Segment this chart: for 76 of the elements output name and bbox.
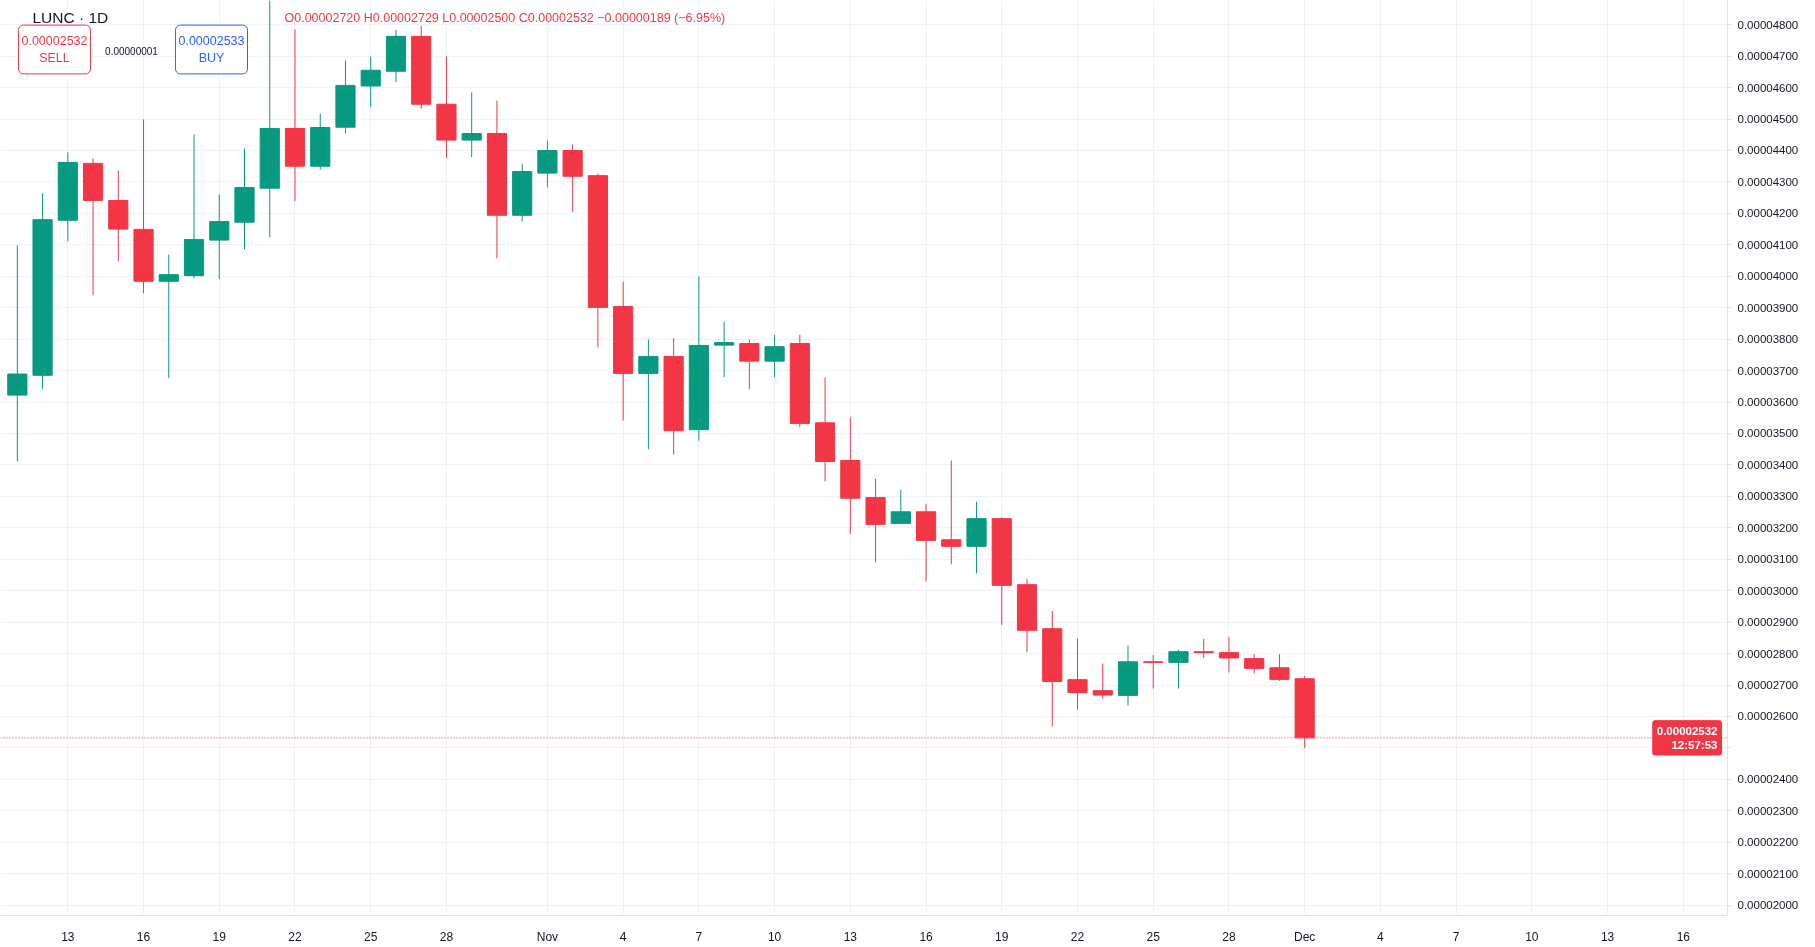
- y-tick-label: 0.00003300: [1737, 490, 1799, 503]
- y-tick-label: 0.00002700: [1737, 679, 1799, 692]
- y-tick-label: 0.00002200: [1737, 836, 1799, 849]
- x-tick-label: 28: [439, 929, 454, 944]
- annotation: 0.00000001: [105, 45, 159, 57]
- y-tick-label: 0.00002000: [1737, 899, 1799, 912]
- x-tick-label: 16: [136, 929, 151, 944]
- x-tick-label: 16: [919, 929, 934, 944]
- x-tick-label: 22: [1070, 929, 1085, 944]
- x-tick-label: 19: [212, 929, 227, 944]
- candlestick: [1168, 649, 1189, 689]
- candlestick: [1092, 663, 1113, 700]
- y-tick-label: 0.00004400: [1737, 144, 1799, 157]
- y-tick-label: 0.00003100: [1737, 553, 1799, 566]
- y-tick-label: 0.00003200: [1737, 521, 1799, 534]
- y-tick-label: 0.00004200: [1737, 207, 1799, 220]
- y-tick-label: 0.00004100: [1737, 238, 1799, 251]
- y-tick-label: 0.00003000: [1737, 584, 1799, 597]
- candlestick: [764, 334, 785, 378]
- candlestick: [7, 244, 28, 462]
- y-tick-label: 0.00004300: [1737, 175, 1799, 188]
- candlestick: [714, 321, 735, 378]
- y-tick-label: 0.00003900: [1737, 301, 1799, 314]
- annotation: 0.00002533 BUY: [178, 34, 245, 65]
- candlestick: [890, 489, 911, 525]
- y-tick-label: 0.00002600: [1737, 710, 1799, 723]
- y-tick-label: 0.00002800: [1737, 647, 1799, 660]
- candlestick: [638, 338, 659, 450]
- x-tick-label: 25: [364, 929, 378, 944]
- x-tick-label: 25: [1146, 929, 1161, 944]
- x-tick-label: 22: [288, 929, 302, 944]
- candlestick: [739, 339, 760, 390]
- candlestick: [360, 55, 381, 108]
- y-tick-label: 0.00003400: [1737, 458, 1799, 471]
- x-tick-label: 4: [619, 929, 627, 944]
- y-tick-label: 0.00003800: [1737, 333, 1799, 346]
- y-tick-label: 0.00002300: [1737, 804, 1799, 817]
- candlestick: [1067, 638, 1088, 711]
- y-tick-label: 0.00002100: [1737, 867, 1799, 880]
- candlestick: [537, 139, 558, 188]
- text: LUNC · 1D: [32, 9, 109, 26]
- y-tick-label: 0.00003500: [1737, 427, 1799, 440]
- candlestick: [158, 254, 179, 379]
- x-tick-label: 13: [843, 929, 858, 944]
- annotation: 0.00002532 SELL: [21, 34, 88, 65]
- y-tick-label: 0.00003600: [1737, 396, 1799, 409]
- x-tick-label: 10: [1525, 929, 1539, 944]
- candlestick: [941, 460, 962, 565]
- x-tick-label: Nov: [536, 929, 559, 944]
- y-tick-label: 0.00004000: [1737, 270, 1799, 283]
- x-tick-label: 16: [1676, 929, 1691, 944]
- y-tick-label: 0.00004600: [1737, 81, 1799, 94]
- candlestick: [209, 194, 230, 280]
- candlestick: [1143, 654, 1164, 689]
- candlestick: [1244, 653, 1265, 674]
- y-tick-label: 0.00004700: [1737, 50, 1799, 63]
- candlestick: [1193, 638, 1214, 659]
- ref-line-label: 0.00002532 12:57:53: [1656, 724, 1718, 752]
- x-tick-label: 10: [767, 929, 782, 944]
- y-tick-label: 0.00004800: [1737, 18, 1799, 31]
- annotation: O0.00002720 H0.00002729 L0.00002500 C0.00002532 −0.00000189 (−6.95%): [284, 10, 726, 25]
- x-tick-label: Dec: [1294, 929, 1316, 944]
- y-tick-label: 0.00003700: [1737, 364, 1799, 377]
- y-tick-label: 0.00002400: [1737, 773, 1799, 786]
- x-tick-label: 13: [1600, 929, 1615, 944]
- x-tick-label: 7: [1452, 929, 1460, 944]
- y-tick-label: 0.00002900: [1737, 616, 1799, 629]
- candlestick: [1269, 653, 1290, 682]
- candlestick: [1218, 636, 1240, 673]
- y-tick-label: 0.00004500: [1737, 113, 1799, 126]
- x-tick-label: 28: [1222, 929, 1236, 944]
- candlestick: [461, 91, 482, 158]
- x-tick-label: 13: [61, 929, 75, 944]
- x-tick-label: 19: [995, 929, 1009, 944]
- x-tick-label: 7: [695, 929, 703, 944]
- x-tick-label: 4: [1377, 929, 1385, 944]
